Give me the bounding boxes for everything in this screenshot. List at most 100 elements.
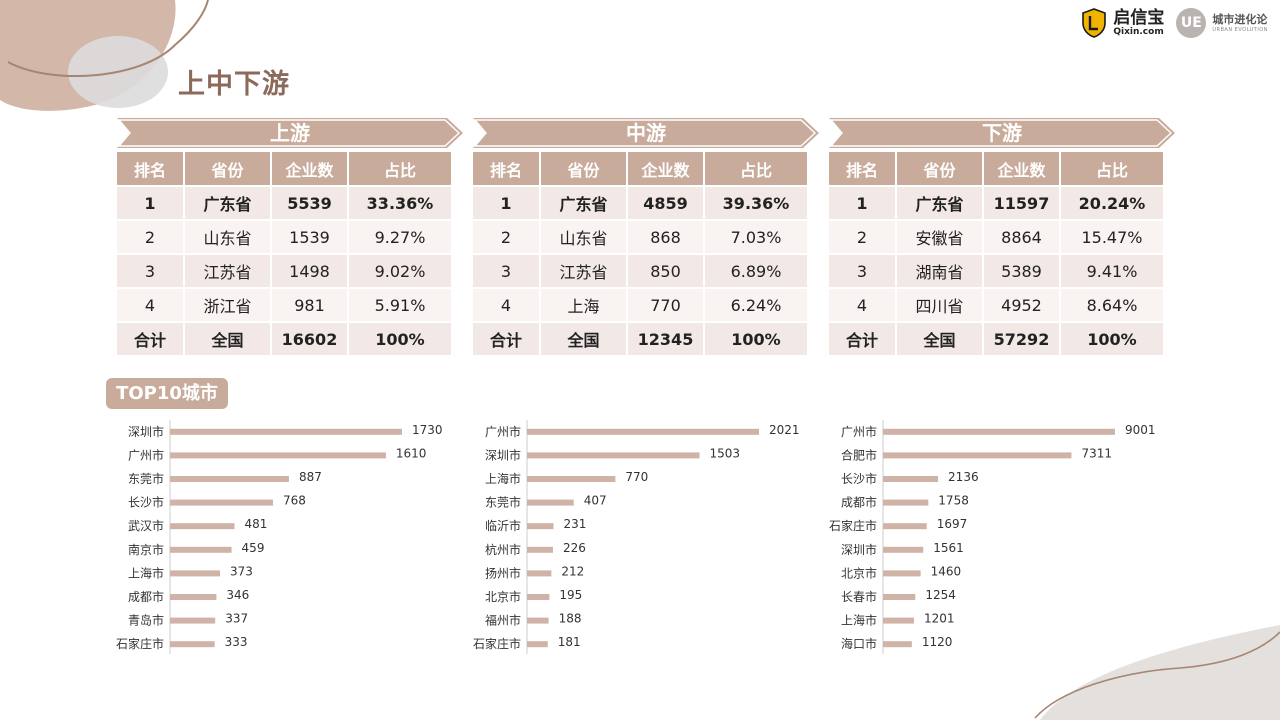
bar (170, 523, 235, 530)
table-row: 2 山东省 868 7.03% (473, 221, 807, 253)
qixin-logo-en: Qixin.com (1113, 26, 1164, 37)
column-header: 省份 (897, 152, 982, 185)
table-row: 2 安徽省 8864 15.47% (829, 221, 1163, 253)
table-cell: 8864 (984, 221, 1059, 253)
data-label: 1610 (396, 446, 427, 460)
category-label: 北京市 (841, 565, 877, 580)
upstream-top10-chart: 深圳市 1730 广州市 1610 东莞市 887 长沙市 768 武汉市 481 南京市 459 上海… (116, 420, 443, 654)
data-label: 768 (283, 494, 306, 508)
downstream-panel: 下游排名 省份 企业数 占比 1 广东省 11597 20.24% 2 安徽省 8864 15.47%… (829, 118, 1175, 357)
table-cell: 2 (829, 221, 895, 253)
data-label: 1561 (933, 541, 964, 555)
table-cell: 3 (829, 255, 895, 287)
bar (170, 452, 386, 459)
panel-banner-label: 下游 (982, 121, 1022, 145)
category-label: 成都市 (128, 589, 164, 604)
table-row: 2 山东省 1539 9.27% (117, 221, 451, 253)
category-label: 扬州市 (485, 565, 521, 580)
table-row: 1 广东省 11597 20.24% (829, 187, 1163, 219)
category-label: 合肥市 (841, 447, 877, 462)
ranking-table: 排名 省份 企业数 占比 1 广东省 4859 39.36% 2 山东省 868 7.03% 3 江苏省 8… (471, 150, 809, 357)
data-label: 1697 (937, 517, 968, 531)
category-label: 杭州市 (485, 542, 521, 557)
table-cell: 1 (829, 187, 895, 219)
bar (883, 499, 929, 506)
data-label: 1120 (922, 635, 953, 649)
table-cell: 全国 (185, 323, 270, 355)
column-header: 省份 (185, 152, 270, 185)
table-header-row: 排名 省份 企业数 占比 (117, 152, 451, 185)
table-cell: 合计 (473, 323, 539, 355)
panel-banner-label: 上游 (270, 121, 310, 145)
category-label: 石家庄市 (116, 636, 164, 651)
banner-arrow-shape (117, 118, 463, 148)
bar (170, 570, 221, 577)
bar (527, 499, 574, 506)
table-cell: 广东省 (185, 187, 270, 219)
category-label: 石家庄市 (473, 636, 521, 651)
table-row: 4 四川省 4952 8.64% (829, 289, 1163, 321)
data-label: 770 (625, 470, 648, 484)
category-label: 深圳市 (841, 542, 877, 557)
data-label: 1254 (925, 588, 956, 602)
table-cell: 4 (117, 289, 183, 321)
qixin-logo-text: 启信宝 Qixin.com (1113, 9, 1164, 37)
table-row: 合计 全国 16602 100% (117, 323, 451, 355)
column-header: 省份 (541, 152, 626, 185)
bar (527, 617, 549, 624)
table-cell: 5.91% (349, 289, 451, 321)
bar (170, 428, 402, 435)
bar (883, 428, 1115, 435)
bar (170, 641, 215, 648)
data-label: 2021 (769, 423, 800, 437)
ranking-table: 排名 省份 企业数 占比 1 广东省 5539 33.36% 2 山东省 1539 9.27% 3 江苏省… (115, 150, 453, 357)
table-cell: 16602 (272, 323, 347, 355)
midstream-top10-chart: 广州市 2021 深圳市 1503 上海市 770 东莞市 407 临沂市 231 杭州市 226 扬州… (473, 420, 800, 654)
data-label: 195 (559, 588, 582, 602)
panel-banner: 下游 (829, 118, 1175, 148)
category-label: 上海市 (485, 471, 521, 486)
table-cell: 15.47% (1061, 221, 1163, 253)
table-cell: 广东省 (541, 187, 626, 219)
table-cell: 1 (473, 187, 539, 219)
data-label: 459 (242, 541, 265, 555)
bar (170, 594, 217, 600)
table-cell: 3 (117, 255, 183, 287)
data-label: 188 (559, 612, 582, 626)
table-cell: 9.27% (349, 221, 451, 253)
category-label: 青岛市 (128, 613, 164, 628)
panel-banner-label: 中游 (626, 121, 666, 145)
table-cell: 湖南省 (897, 255, 982, 287)
column-header: 企业数 (984, 152, 1059, 185)
bar (883, 617, 914, 624)
table-cell: 4 (473, 289, 539, 321)
data-label: 333 (225, 635, 248, 649)
category-label: 北京市 (485, 589, 521, 604)
category-label: 东莞市 (128, 471, 164, 486)
table-cell: 770 (628, 289, 703, 321)
bar (170, 546, 232, 553)
category-label: 广州市 (485, 424, 521, 439)
bar (883, 594, 916, 600)
table-header-row: 排名 省份 企业数 占比 (829, 152, 1163, 185)
bar (883, 476, 939, 482)
table-cell: 100% (349, 323, 451, 355)
category-label: 长沙市 (128, 495, 164, 510)
category-label: 福州市 (485, 613, 521, 628)
table-row: 3 江苏省 1498 9.02% (117, 255, 451, 287)
table-cell: 全国 (897, 323, 982, 355)
data-label: 337 (225, 612, 248, 626)
table-cell: 4859 (628, 187, 703, 219)
top-left-blob (0, 0, 176, 111)
column-header: 排名 (117, 152, 183, 185)
table-row: 4 上海 770 6.24% (473, 289, 807, 321)
ue-logo-text: 城市进化论 URBAN EVOLUTION (1212, 14, 1268, 33)
table-cell: 1539 (272, 221, 347, 253)
category-label: 武汉市 (128, 518, 164, 533)
table-cell: 868 (628, 221, 703, 253)
top-left-grey-circle (68, 36, 168, 108)
table-cell: 4 (829, 289, 895, 321)
data-label: 181 (558, 635, 581, 649)
table-cell: 850 (628, 255, 703, 287)
data-label: 887 (299, 470, 322, 484)
